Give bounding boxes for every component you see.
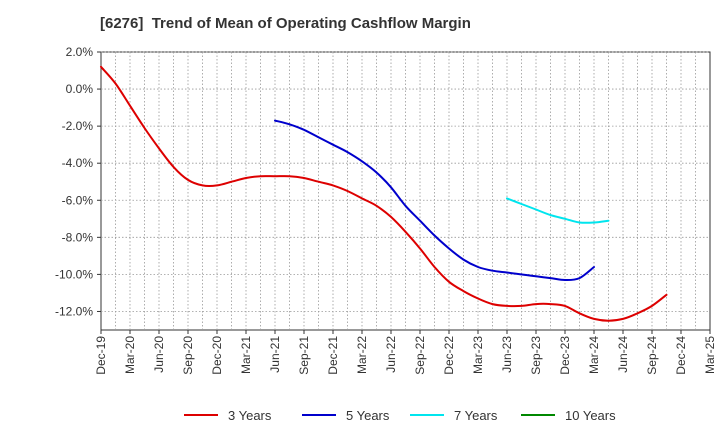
x-tick-label: Sep-23	[529, 336, 543, 375]
y-tick-label: 0.0%	[66, 82, 94, 96]
series-line-5-years	[274, 119, 595, 282]
x-tick-label: Mar-20	[123, 336, 137, 374]
legend-item-7-years: 7 Years	[410, 404, 497, 426]
x-tick-label: Sep-20	[181, 336, 195, 375]
legend-label: 7 Years	[454, 407, 498, 423]
legend-item-5-years: 5 Years	[302, 404, 389, 426]
x-tick-label: Mar-22	[355, 336, 369, 374]
legend: 3 Years 5 Years 7 Years 10 Years	[0, 404, 720, 426]
x-tick-label: Jun-24	[616, 336, 630, 373]
x-tick-label: Sep-24	[645, 336, 659, 375]
legend-swatch	[302, 414, 336, 416]
x-tick-label: Sep-22	[413, 336, 427, 375]
legend-label: 5 Years	[346, 407, 390, 423]
y-axis: 2.0% 0.0% -2.0% -4.0% -6.0% -8.0% -10.0% -12.0%	[55, 45, 101, 318]
x-tick-label: Dec-19	[94, 336, 108, 375]
y-tick-label: -2.0%	[62, 119, 94, 133]
y-tick-label: 2.0%	[66, 45, 94, 59]
legend-label: 3 Years	[228, 407, 272, 423]
x-tick-label: Sep-21	[297, 336, 311, 375]
y-tick-label: -10.0%	[55, 267, 93, 281]
legend-label: 10 Years	[565, 407, 616, 423]
legend-swatch	[521, 414, 555, 416]
x-tick-label: Mar-21	[239, 336, 253, 374]
x-tick-label: Jun-22	[384, 336, 398, 373]
series-line-3-years	[100, 65, 668, 322]
x-tick-label: Jun-21	[268, 336, 282, 373]
series-line-7-years	[506, 197, 610, 224]
legend-swatch	[184, 414, 218, 416]
x-tick-label: Jun-20	[152, 336, 166, 373]
y-tick-label: -8.0%	[62, 230, 94, 244]
y-tick-label: -4.0%	[62, 156, 94, 170]
legend-item-3-years: 3 Years	[184, 404, 271, 426]
x-tick-label: Mar-24	[587, 336, 601, 374]
x-tick-label: Dec-24	[674, 336, 688, 375]
x-tick-label: Dec-20	[210, 336, 224, 375]
x-tick-label: Dec-22	[442, 336, 456, 375]
x-tick-label: Jun-23	[500, 336, 514, 373]
x-tick-label: Dec-21	[326, 336, 340, 375]
x-tick-label: Dec-23	[558, 336, 572, 375]
y-tick-label: -12.0%	[55, 304, 93, 318]
x-tick-label: Mar-25	[703, 336, 717, 374]
x-axis: Dec-19 Mar-20 Jun-20 Sep-20 Dec-20 Mar-21 Jun-…	[94, 330, 717, 375]
plot-area	[100, 51, 711, 331]
series-lines	[100, 65, 668, 322]
y-tick-label: -6.0%	[62, 193, 94, 207]
legend-item-10-years: 10 Years	[521, 404, 616, 426]
legend-swatch	[410, 414, 444, 416]
grid-lines	[101, 51, 710, 330]
chart-title: [6276] Trend of Mean of Operating Cashfl…	[100, 15, 471, 32]
x-tick-label: Mar-23	[471, 336, 485, 374]
